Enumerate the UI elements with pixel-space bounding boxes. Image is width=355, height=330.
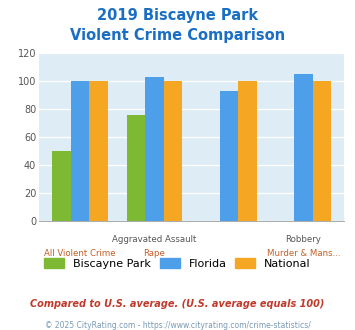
Bar — [126, 115, 145, 221]
Text: Violent Crime Comparison: Violent Crime Comparison — [70, 28, 285, 43]
Bar — [313, 81, 331, 221]
Legend: Biscayne Park, Florida, National: Biscayne Park, Florida, National — [40, 254, 315, 273]
Bar — [89, 81, 108, 221]
Bar — [220, 91, 238, 221]
Bar — [294, 74, 313, 221]
Text: All Violent Crime: All Violent Crime — [44, 249, 116, 258]
Text: Robbery: Robbery — [285, 235, 321, 244]
Bar — [145, 77, 164, 221]
Text: Murder & Mans...: Murder & Mans... — [267, 249, 340, 258]
Text: Aggravated Assault: Aggravated Assault — [112, 235, 197, 244]
Bar — [52, 151, 71, 221]
Text: © 2025 CityRating.com - https://www.cityrating.com/crime-statistics/: © 2025 CityRating.com - https://www.city… — [45, 321, 310, 330]
Bar — [238, 81, 257, 221]
Bar — [71, 81, 89, 221]
Text: Compared to U.S. average. (U.S. average equals 100): Compared to U.S. average. (U.S. average … — [30, 299, 325, 309]
Text: Rape: Rape — [143, 249, 165, 258]
Bar — [164, 81, 182, 221]
Text: 2019 Biscayne Park: 2019 Biscayne Park — [97, 8, 258, 23]
